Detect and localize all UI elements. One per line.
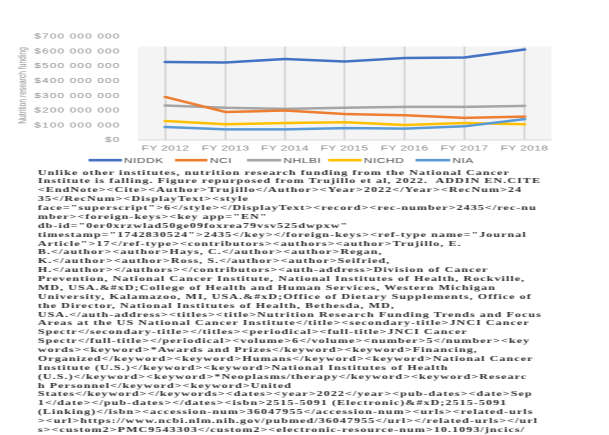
svg-text:FY 2014: FY 2014 — [261, 144, 309, 152]
svg-text:NCI: NCI — [210, 157, 232, 165]
svg-text:$0: $0 — [105, 136, 120, 144]
svg-text:FY 2013: FY 2013 — [202, 144, 250, 152]
svg-text:FY 2017: FY 2017 — [441, 144, 489, 152]
svg-text:FY 2016: FY 2016 — [381, 144, 429, 152]
svg-text:$700 000 000: $700 000 000 — [34, 32, 120, 40]
svg-text:$100 000 000: $100 000 000 — [34, 121, 120, 129]
svg-text:Nutrition research funding: Nutrition research funding — [16, 47, 28, 124]
svg-text:NIA: NIA — [452, 157, 473, 165]
svg-text:NHLBI: NHLBI — [283, 157, 321, 165]
svg-text:NIDDK: NIDDK — [124, 157, 164, 165]
svg-text:FY 2015: FY 2015 — [320, 144, 368, 152]
svg-text:NICHD: NICHD — [364, 157, 404, 165]
svg-text:FY 2012: FY 2012 — [141, 144, 189, 152]
svg-text:$600 000 000: $600 000 000 — [34, 47, 120, 55]
svg-text:$200 000 000: $200 000 000 — [34, 107, 120, 115]
svg-text:$400 000 000: $400 000 000 — [34, 77, 120, 85]
svg-text:$500 000 000: $500 000 000 — [34, 62, 120, 70]
svg-text:FY 2018: FY 2018 — [500, 144, 548, 152]
svg-text:$300 000 000: $300 000 000 — [34, 92, 120, 100]
